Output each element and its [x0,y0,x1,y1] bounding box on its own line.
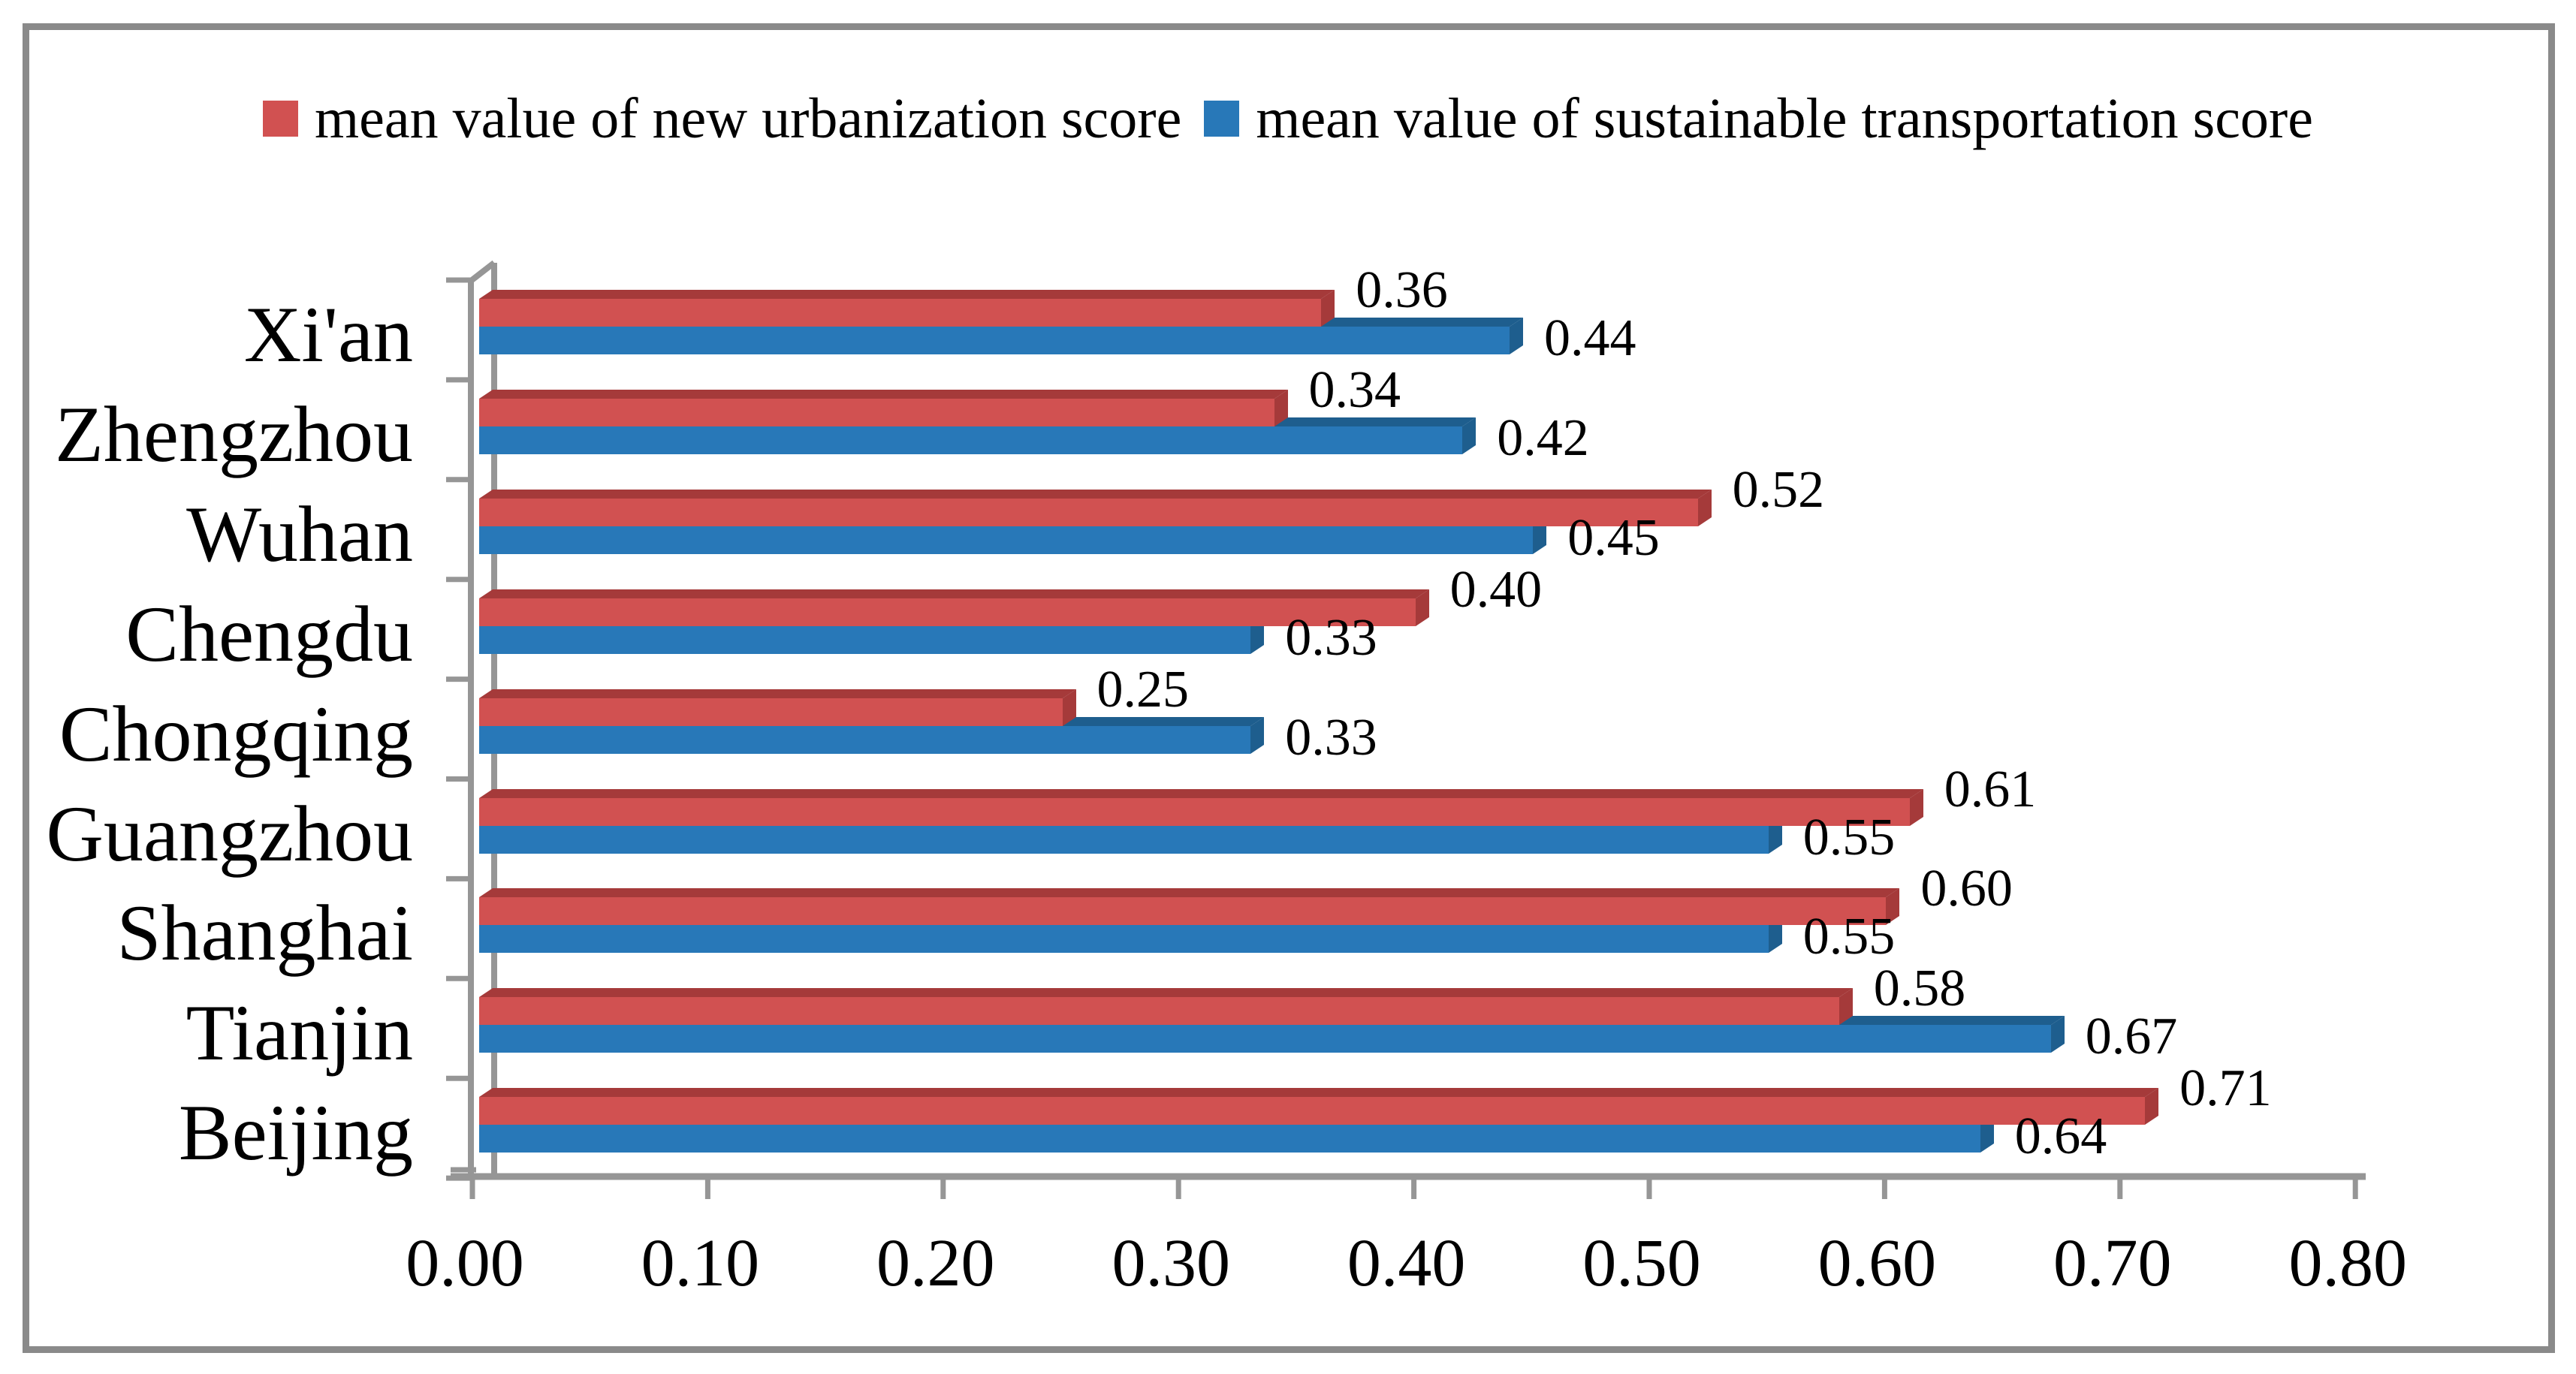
legend-swatch-blue [1204,101,1240,137]
bar-urbanization [479,988,1853,1026]
category-label: Chengdu [125,589,413,678]
category-label: Tianjin [186,989,413,1077]
data-label-transportation: 0.55 [1802,808,1896,866]
figure-border [23,23,2555,1353]
data-label-transportation: 0.67 [2085,1008,2178,1066]
legend-label-transportation: mean value of sustainable transportation… [1256,87,2313,150]
data-label-transportation: 0.33 [1285,708,1377,767]
category-label: Wuhan [186,490,413,578]
data-label-urbanization: 0.71 [2179,1059,2272,1118]
data-label-transportation: 0.55 [1802,908,1896,966]
bar-urbanization [479,489,1712,526]
x-tick-label: 0.60 [1817,1226,1937,1300]
legend-entry-transportation: mean value of sustainable transportation… [1204,87,2313,150]
category-label: Chongqing [59,689,413,778]
x-tick-label: 0.20 [876,1226,995,1300]
category-label: Guangzhou [46,789,413,878]
legend-label-urbanization: mean value of new urbanization score [315,87,1182,150]
bar-urbanization [479,290,1335,327]
bar-urbanization [479,1088,2158,1125]
chart-legend: mean value of new urbanization score mea… [0,87,2576,150]
legend-swatch-red [263,101,299,137]
x-tick-label: 0.00 [406,1226,524,1300]
category-label: Beijing [178,1089,413,1177]
bar-urbanization [479,389,1288,426]
x-tick-label: 0.30 [1112,1226,1230,1300]
data-label-urbanization: 0.25 [1096,660,1190,719]
bar-urbanization [479,589,1429,626]
data-label-urbanization: 0.40 [1449,560,1543,619]
data-label-transportation: 0.44 [1543,309,1636,367]
x-tick-label: 0.70 [2053,1226,2172,1300]
x-tick-label: 0.50 [1582,1226,1701,1300]
x-tick-label: 0.80 [2288,1226,2407,1300]
legend-entry-urbanization: mean value of new urbanization score [263,87,1181,150]
data-label-transportation: 0.42 [1497,408,1589,467]
bar-urbanization [479,689,1076,726]
x-tick-label: 0.10 [641,1226,760,1300]
bar-urbanization [479,788,1923,826]
x-tick-label: 0.40 [1347,1226,1466,1300]
bar-urbanization [479,888,1899,926]
data-label-urbanization: 0.61 [1944,760,2037,818]
data-label-transportation: 0.33 [1285,608,1377,667]
data-label-urbanization: 0.52 [1732,460,1825,519]
category-label: Xi'an [243,291,413,378]
data-label-urbanization: 0.60 [1920,860,2013,918]
data-label-transportation: 0.64 [2014,1107,2107,1166]
category-label: Zhengzhou [55,390,413,478]
data-label-urbanization: 0.34 [1308,360,1401,419]
category-label: Shanghai [116,889,414,978]
data-label-urbanization: 0.36 [1356,261,1448,319]
data-label-transportation: 0.45 [1567,508,1660,567]
data-label-urbanization: 0.58 [1873,960,1966,1018]
